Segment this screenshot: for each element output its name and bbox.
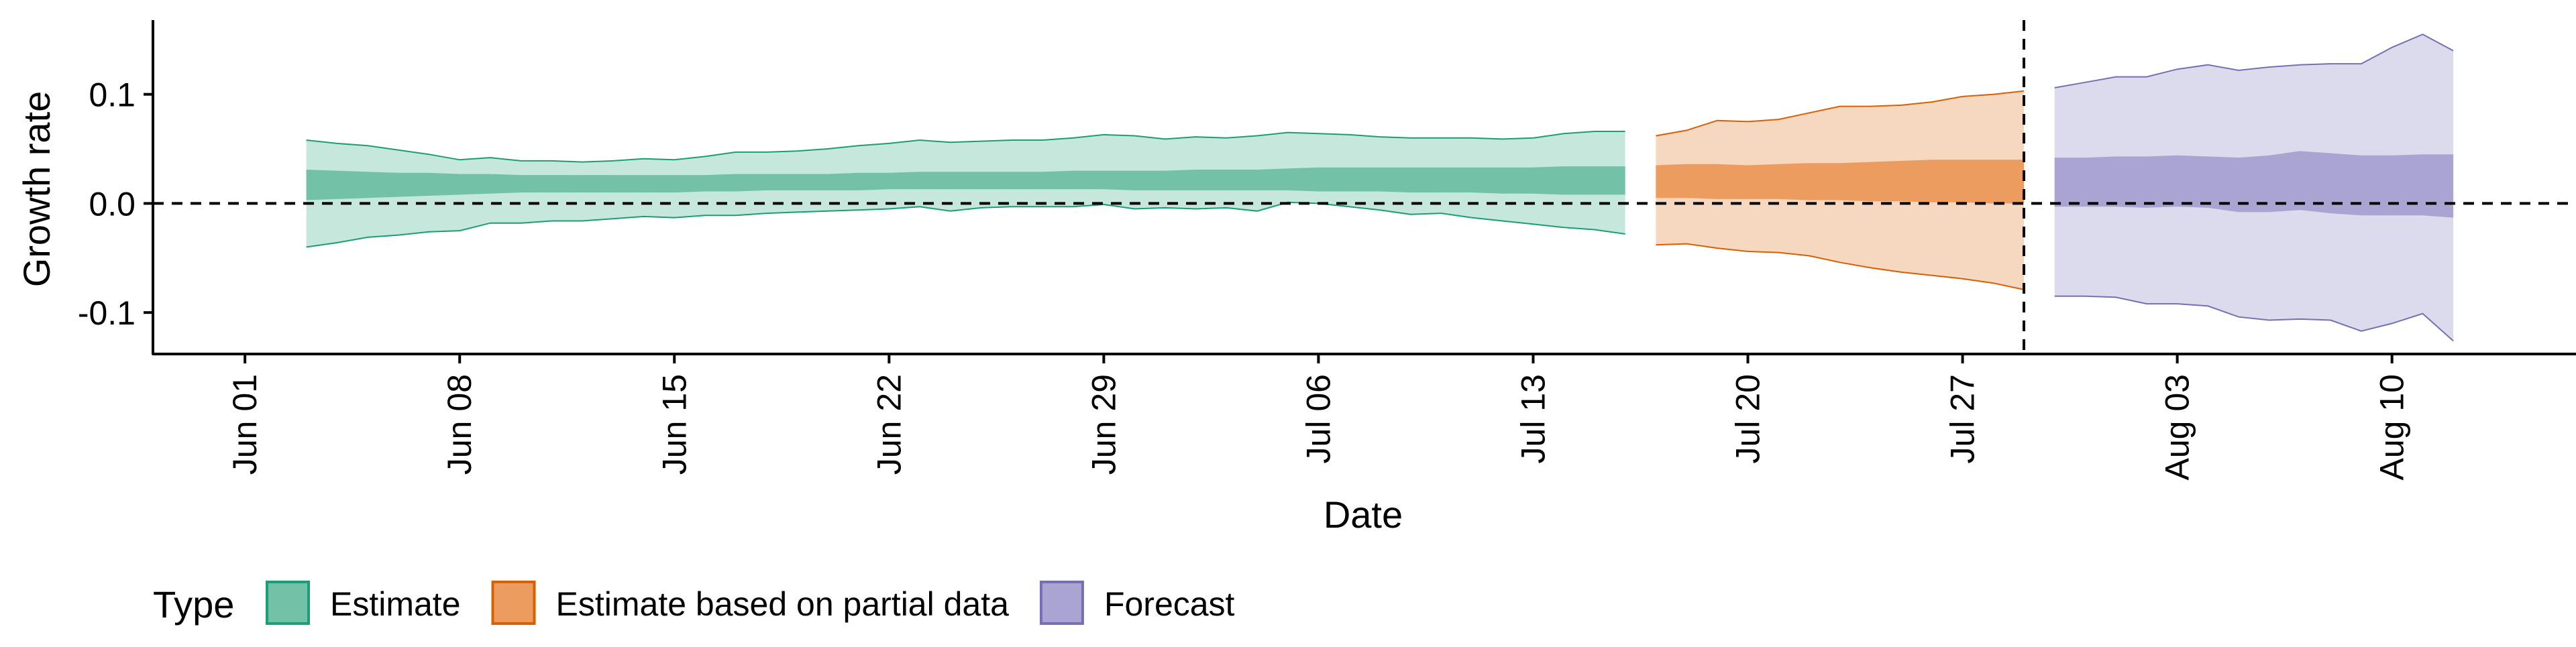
series-forecast [2054,34,2454,342]
x-tick-label: Jul 20 [1729,374,1767,463]
legend-key-estimate [266,581,310,625]
upper-edge-forecast [2054,34,2454,89]
legend-label-forecast: Forecast [1104,585,1235,623]
legend-title: Type [153,583,234,626]
band-layer [306,34,2454,342]
x-tick-label: Jun 15 [655,374,693,475]
y-tick-label: 0.0 [89,185,136,223]
x-tick-label: Aug 10 [2373,374,2411,480]
lower-edge-forecast [2054,295,2454,342]
legend-key-estimate-based-on-partial-data [491,581,536,625]
series-estimate [306,131,1625,248]
legend-label-estimate: Estimate [330,585,461,623]
series-estimate-based-on-partial-data [1656,90,2025,290]
tick-layer: -0.1 0.0 0.1 Jun 01 Jun 08 Jun 15 Jun 22 Jun 29… [78,76,2411,481]
upper-edge-estimate-based-on-partial-data [1656,90,2025,137]
x-tick-label: Aug 03 [2159,374,2196,480]
x-axis-title: Date [1324,493,1403,536]
band-50-estimate [306,166,1625,200]
lower-edge-estimate [306,201,1625,248]
x-tick-label: Jun 29 [1085,374,1122,475]
x-tick-label: Jun 01 [226,374,264,475]
upper-edge-estimate [306,131,1625,163]
band-50-forecast [2054,151,2454,218]
band-50-estimate-based-on-partial-data [1656,160,2024,204]
y-tick-label: 0.1 [89,76,136,114]
x-tick-label: Jul 06 [1299,374,1337,463]
legend-key-forecast [1039,581,1084,625]
lower-edge-estimate-based-on-partial-data [1656,243,2025,290]
x-tick-label: Jun 22 [870,374,908,475]
legend: Type Estimate Estimate based on partial d… [153,581,1235,626]
y-tick-label: -0.1 [78,294,136,332]
x-tick-label: Jul 13 [1515,374,1552,463]
y-axis-title: Growth rate [15,91,58,288]
x-tick-label: Jun 08 [441,374,478,475]
reference-lines [153,20,2576,354]
x-tick-label: Jul 27 [1944,374,1982,463]
legend-label-estimate-based-on-partial-data: Estimate based on partial data [556,585,1010,623]
axes [152,20,2576,355]
